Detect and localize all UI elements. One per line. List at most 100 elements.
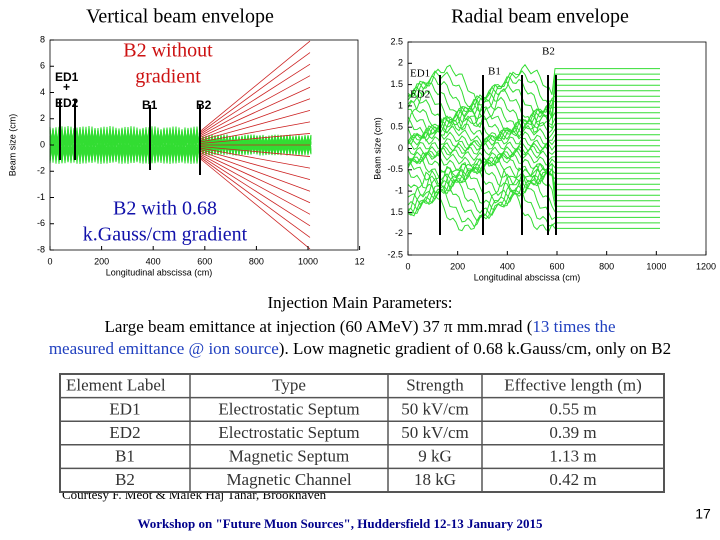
y-tick-label: 2 xyxy=(40,113,45,123)
x-tick-label: 1000 xyxy=(298,256,318,266)
x-tick-label: 400 xyxy=(146,256,161,266)
x-tick-label: 0 xyxy=(405,261,410,271)
ray xyxy=(199,153,311,215)
element-label: B1 xyxy=(142,98,158,112)
paragraph-line: Large beam emittance at injection (60 AM… xyxy=(104,317,615,336)
ray xyxy=(199,146,311,157)
cell: 18 kG xyxy=(414,470,456,489)
header-cell: Type xyxy=(272,376,306,395)
envelope xyxy=(407,130,660,146)
envelope xyxy=(407,145,660,156)
x-tick-label: 800 xyxy=(599,261,614,271)
cell: ED1 xyxy=(109,399,140,418)
y-tick-label: 0 xyxy=(398,143,403,153)
plot: ED1+ ED2 B1 B2 B2 without gradient B2 with 0.6… xyxy=(7,34,364,277)
cell: 9 kG xyxy=(418,447,452,466)
cell: 1.13 m xyxy=(549,447,596,466)
ray xyxy=(199,86,311,138)
envelope xyxy=(407,63,660,126)
ray xyxy=(199,98,311,140)
element-label: B2 xyxy=(542,46,555,58)
envelope xyxy=(407,167,660,222)
ray xyxy=(199,52,311,134)
y-tick-label: 0 xyxy=(40,139,45,149)
annotation: k.Gauss/cm gradient xyxy=(83,224,248,246)
envelope xyxy=(407,161,660,206)
y-tick-label: -2.5 xyxy=(387,249,403,259)
element-label: ED2 xyxy=(55,96,79,110)
y-tick-label: 1.5 xyxy=(390,207,403,217)
x-tick-label: 600 xyxy=(549,261,564,271)
cell: B1 xyxy=(115,447,135,466)
ray xyxy=(199,40,311,132)
x-axis-label: Longitudinal abscissa (cm) xyxy=(106,267,213,277)
cell: 50 kV/cm xyxy=(401,423,469,442)
ray xyxy=(199,155,311,227)
envelope xyxy=(407,168,660,232)
y-axis-label: Beam size (cm) xyxy=(372,117,382,180)
ray xyxy=(199,133,311,144)
y-tick-label: -1 xyxy=(395,185,403,195)
envelope xyxy=(407,86,660,133)
envelope xyxy=(407,119,660,146)
envelope xyxy=(407,113,660,142)
envelope xyxy=(407,135,660,151)
cell: ED2 xyxy=(109,423,140,442)
text: ). Low magnetic gradient of 0.68 k.Gauss… xyxy=(279,339,671,358)
x-tick-label: 400 xyxy=(500,261,515,271)
x-tick-label: 800 xyxy=(249,256,264,266)
y-tick-label: 1.5 xyxy=(390,79,403,89)
envelope xyxy=(49,127,312,164)
x-tick-label: 1000 xyxy=(646,261,666,271)
ray xyxy=(199,63,311,135)
ray xyxy=(199,147,311,169)
x-tick-label: 200 xyxy=(450,261,465,271)
cell: Electrostatic Septum xyxy=(218,423,359,442)
element-label: B1 xyxy=(488,66,501,78)
y-axis-label: Beam size (cm) xyxy=(7,114,17,177)
envelope xyxy=(407,151,660,179)
annotation: gradient xyxy=(135,66,201,88)
envelope xyxy=(407,156,660,184)
envelope xyxy=(407,169,660,228)
x-tick-label: 0 xyxy=(47,256,52,266)
x-tick-label: 200 xyxy=(94,256,109,266)
element-label: ED2 xyxy=(410,89,430,101)
y-tick-label: -8 xyxy=(37,244,45,254)
element-label: B2 xyxy=(196,98,212,112)
ray xyxy=(199,121,311,143)
y-tick-label: 1 xyxy=(398,100,403,110)
x-tick-label: 1200 xyxy=(696,261,716,271)
y-tick-label: 2.5 xyxy=(390,36,403,46)
highlight: 13 times the xyxy=(532,317,615,336)
cell: Magnetic Septum xyxy=(229,447,349,466)
envelope xyxy=(407,157,660,194)
header-cell: Strength xyxy=(406,376,464,395)
envelope xyxy=(407,165,660,216)
table-frame xyxy=(59,373,665,493)
cell: Magnetic Channel xyxy=(226,470,351,489)
element-label: ED1 xyxy=(55,70,79,84)
y-tick-label: -0.5 xyxy=(387,164,403,174)
ray xyxy=(199,152,311,204)
envelope xyxy=(407,165,660,211)
cell: Electrostatic Septum xyxy=(218,399,359,418)
y-tick-label: 0.5 xyxy=(390,122,403,132)
element-label: + xyxy=(63,80,70,94)
envelope xyxy=(407,141,660,153)
cell: 50 kV/cm xyxy=(401,399,469,418)
x-axis-label: Longitudinal abscissa (cm) xyxy=(474,272,581,282)
highlight: measured emittance @ ion source xyxy=(49,339,279,358)
y-tick-label: -2 xyxy=(37,166,45,176)
section-title: Injection Main Parameters: xyxy=(267,293,452,312)
envelope xyxy=(407,70,660,129)
paragraph-line: measured emittance @ ion source). Low ma… xyxy=(49,339,671,358)
x-tick-label: 12 xyxy=(355,256,365,266)
y-tick-label: -1 xyxy=(37,192,45,202)
x-tick-label: 600 xyxy=(197,256,212,266)
ray xyxy=(199,156,311,238)
y-tick-label: 4 xyxy=(40,87,45,97)
plot-title: Radial beam envelope xyxy=(451,6,629,28)
